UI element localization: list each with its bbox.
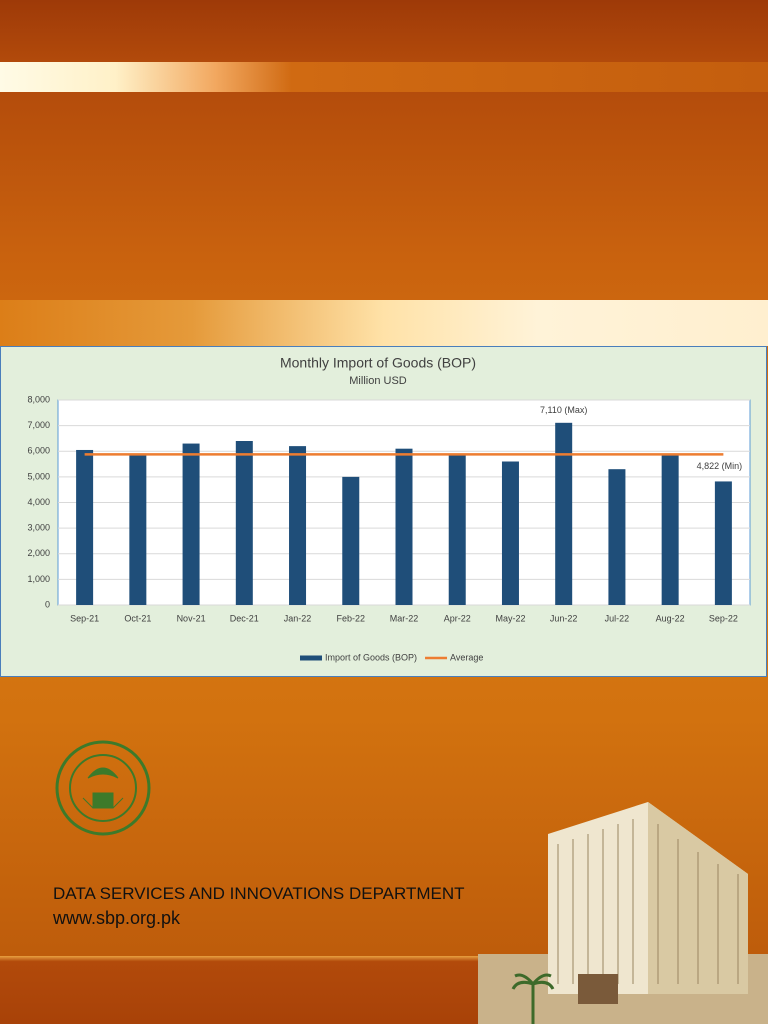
chart-title: Monthly Import of Goods (BOP) — [280, 355, 476, 371]
light-strip — [0, 62, 768, 92]
y-tick-label: 6,000 — [27, 446, 50, 456]
x-tick-label: Nov-21 — [177, 613, 206, 623]
bar — [235, 441, 253, 605]
x-tick-label: Jul-22 — [605, 613, 630, 623]
bar — [76, 449, 94, 605]
bank-seal — [55, 740, 151, 836]
x-tick-label: Sep-21 — [70, 613, 99, 623]
x-tick-label: Feb-22 — [337, 613, 366, 623]
bar — [129, 455, 147, 605]
building-illustration — [478, 802, 768, 1024]
bar — [342, 476, 360, 605]
legend-label: Import of Goods (BOP) — [325, 652, 417, 662]
bar — [395, 448, 413, 605]
x-tick-label: Aug-22 — [656, 613, 685, 623]
y-tick-label: 0 — [45, 599, 50, 609]
bar — [289, 446, 307, 605]
light-strip — [0, 300, 768, 346]
top-band — [0, 0, 768, 62]
x-tick-label: Sep-22 — [709, 613, 738, 623]
website-url: www.sbp.org.pk — [53, 908, 181, 928]
chart-subtitle: Million USD — [349, 375, 407, 387]
bar — [182, 443, 200, 605]
bar — [714, 481, 732, 605]
chart: Monthly Import of Goods (BOP) Million US… — [0, 346, 767, 677]
department-name: DATA SERVICES AND INNOVATIONS DEPARTMENT — [53, 884, 465, 903]
y-tick-label: 1,000 — [27, 574, 50, 584]
x-tick-label: Dec-21 — [230, 613, 259, 623]
y-tick-label: 5,000 — [27, 471, 50, 481]
x-tick-label: Mar-22 — [390, 613, 419, 623]
y-tick-label: 7,000 — [27, 420, 50, 430]
bar — [448, 455, 466, 605]
y-tick-label: 3,000 — [27, 523, 50, 533]
data-label: 7,110 (Max) — [540, 405, 587, 415]
x-tick-label: Jun-22 — [550, 613, 578, 623]
bar — [555, 422, 573, 605]
bar — [661, 455, 679, 605]
legend-label: Average — [450, 652, 483, 662]
x-tick-label: May-22 — [495, 613, 525, 623]
x-tick-label: Oct-21 — [124, 613, 151, 623]
y-tick-label: 4,000 — [27, 497, 50, 507]
legend-swatch — [300, 655, 322, 661]
y-tick-label: 2,000 — [27, 548, 50, 558]
y-tick-label: 8,000 — [27, 394, 50, 404]
bar — [501, 461, 519, 605]
x-tick-label: Jan-22 — [284, 613, 312, 623]
data-label: 4,822 (Min) — [697, 461, 743, 471]
x-tick-label: Apr-22 — [444, 613, 471, 623]
bar — [608, 469, 626, 605]
